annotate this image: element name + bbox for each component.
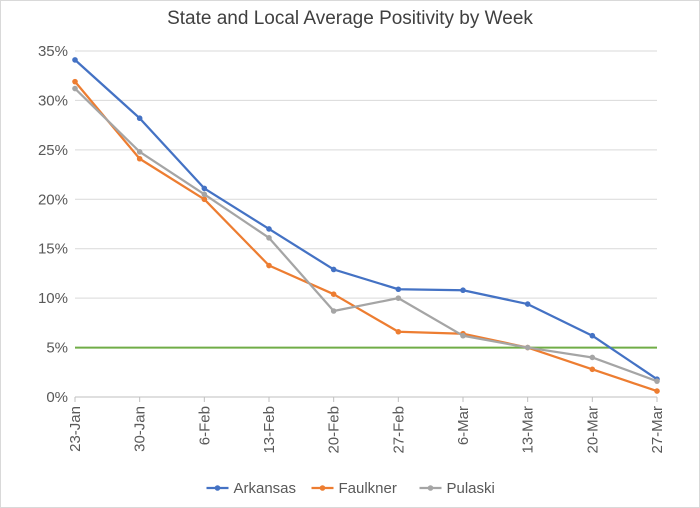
x-tick-label: 13-Mar [520,406,537,454]
chart-title: State and Local Average Positivity by We… [167,8,533,29]
x-tick-label: 20-Mar [584,406,601,454]
data-point-pulaski [201,191,208,198]
x-tick-label: 30-Jan [132,406,149,452]
data-point-pulaski [654,378,660,384]
data-point-arkansas [330,266,337,273]
y-tick-label: 15% [38,241,68,258]
legend-label-arkansas: Arkansas [234,480,297,497]
x-tick-label: 27-Feb [390,406,407,454]
data-point-pulaski [136,149,143,155]
x-tick-label: 6-Feb [196,406,213,445]
y-tick-label: 35% [38,43,68,60]
data-point-pulaski [460,332,466,339]
data-point-arkansas [201,185,208,192]
data-point-arkansas [266,226,272,232]
data-point-arkansas [395,286,402,293]
y-axis: 0% 5% 10% 15% 20% 25% 30% 35% [38,43,68,406]
y-tick-label: 30% [38,92,68,109]
data-point-faulkner [395,328,402,335]
data-point-arkansas [589,332,596,339]
series-line-pulaski [74,87,658,383]
data-point-faulkner [266,262,272,269]
gridlines [75,50,657,349]
legend-marker-arkansas [214,485,221,491]
data-point-arkansas [136,115,143,122]
legend-marker-pulaski [427,485,434,491]
data-point-pulaski [589,354,596,361]
data-point-arkansas [72,57,78,63]
series-group [72,57,660,394]
data-point-faulkner [330,291,337,297]
data-point-faulkner [589,366,596,373]
data-point-pulaski [330,308,337,314]
y-tick-label: 10% [38,290,68,307]
x-tick-label: 27-Mar [649,406,666,454]
y-tick-label: 5% [46,340,68,357]
y-tick-label: 20% [38,191,68,208]
x-tick-label: 6-Mar [455,406,472,445]
x-tick-label: 13-Feb [261,406,278,454]
data-point-pulaski [72,85,78,92]
data-point-pulaski [266,235,272,241]
data-point-faulkner [136,155,143,162]
data-point-arkansas [524,301,531,307]
x-tick-label: 20-Feb [326,406,343,454]
legend-label-pulaski: Pulaski [447,480,495,497]
data-point-faulkner [72,78,78,85]
data-point-pulaski [395,295,402,301]
legend-label-faulkner: Faulkner [339,480,397,497]
x-tick-label: 23-Jan [67,406,84,452]
legend: Arkansas Faulkner Pulaski [206,480,495,497]
data-point-faulkner [654,388,660,394]
y-tick-label: 0% [46,389,68,406]
x-axis: 23-Jan 30-Jan 6-Feb 13-Feb 20-Feb 27-Feb 6-Mar… [67,396,666,454]
series-line-arkansas [74,59,658,381]
legend-marker-faulkner [319,485,326,491]
data-point-pulaski [524,344,531,351]
y-tick-label: 25% [38,142,68,159]
data-point-arkansas [460,287,466,294]
data-point-faulkner [201,196,208,203]
series-line-faulkner [74,80,658,393]
